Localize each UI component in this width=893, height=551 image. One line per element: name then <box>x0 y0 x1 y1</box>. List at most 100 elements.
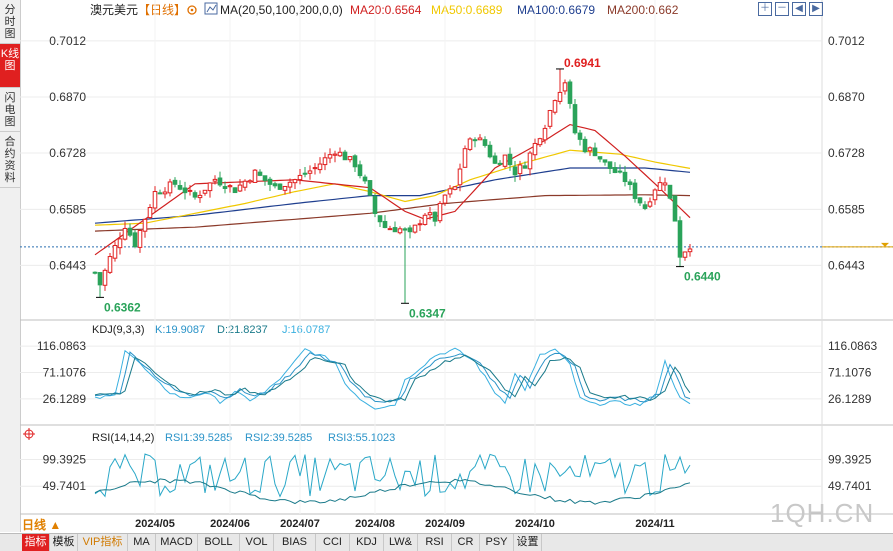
candle[interactable] <box>547 109 553 129</box>
candle[interactable] <box>592 142 598 157</box>
candle[interactable] <box>617 164 623 174</box>
candle[interactable] <box>292 178 298 190</box>
candle[interactable] <box>312 163 318 175</box>
candle[interactable] <box>352 154 358 173</box>
candle[interactable] <box>337 147 343 157</box>
candle[interactable] <box>272 181 278 189</box>
candle[interactable] <box>647 197 653 208</box>
candle[interactable] <box>577 129 583 146</box>
candle[interactable] <box>247 179 253 185</box>
candle[interactable] <box>462 145 468 168</box>
candle[interactable] <box>252 169 258 183</box>
candle[interactable] <box>657 176 663 192</box>
candle[interactable] <box>642 201 648 211</box>
period-dropdown[interactable]: 日线 ▲ <box>22 518 62 532</box>
candle[interactable] <box>227 183 233 193</box>
candle[interactable] <box>117 232 123 255</box>
candle[interactable] <box>262 175 268 186</box>
candle[interactable] <box>332 150 338 163</box>
candle[interactable] <box>667 184 673 200</box>
candle[interactable] <box>437 201 443 224</box>
candle[interactable] <box>567 79 573 109</box>
candle[interactable] <box>652 188 658 205</box>
candle[interactable] <box>222 181 228 194</box>
bottom-tab-13[interactable]: PSY <box>480 534 514 551</box>
candle[interactable] <box>582 136 588 154</box>
candle[interactable] <box>217 171 223 187</box>
candle[interactable] <box>357 160 363 179</box>
candle[interactable] <box>167 178 173 197</box>
zoom-out-icon[interactable]: － <box>775 2 789 16</box>
candle[interactable] <box>587 146 593 156</box>
bottom-tab-6[interactable]: VOL <box>240 534 274 551</box>
candle[interactable] <box>407 225 413 239</box>
candle[interactable] <box>152 186 158 213</box>
candle[interactable] <box>602 159 608 166</box>
candle[interactable] <box>527 150 533 176</box>
candle[interactable] <box>497 160 503 165</box>
candle[interactable] <box>162 187 168 199</box>
candle[interactable] <box>597 156 603 163</box>
candle[interactable] <box>97 272 103 298</box>
candle[interactable] <box>682 251 688 261</box>
candlesticks[interactable] <box>92 68 693 304</box>
candle[interactable] <box>417 219 423 231</box>
candle[interactable] <box>427 207 433 220</box>
bottom-tab-4[interactable]: MACD <box>156 534 198 551</box>
candle[interactable] <box>457 163 463 192</box>
candle[interactable] <box>282 185 288 195</box>
candle[interactable] <box>232 187 238 194</box>
candle[interactable] <box>102 268 108 291</box>
bottom-tab-0[interactable]: 指标 <box>22 534 50 551</box>
chart-canvas[interactable]: 澳元美元 【日线】 MA(20,50,100,200,0,0) MA20:0.6… <box>0 0 893 532</box>
bottom-tab-11[interactable]: RSI <box>418 534 452 551</box>
candle[interactable] <box>242 179 248 191</box>
candle[interactable] <box>107 253 113 275</box>
candle[interactable] <box>622 165 628 187</box>
candle[interactable] <box>467 137 473 152</box>
candle[interactable] <box>612 162 618 174</box>
candle[interactable] <box>392 221 398 233</box>
bottom-tab-3[interactable]: MA <box>128 534 156 551</box>
candle[interactable] <box>477 134 483 141</box>
candle[interactable] <box>157 189 163 195</box>
candle[interactable] <box>562 79 568 95</box>
bottom-tab-7[interactable]: BIAS <box>274 534 316 551</box>
candle[interactable] <box>502 154 508 169</box>
candle[interactable] <box>382 215 388 229</box>
candle[interactable] <box>452 186 458 191</box>
candle[interactable] <box>147 204 153 220</box>
candle[interactable] <box>412 224 418 234</box>
candle[interactable] <box>637 197 643 207</box>
candle[interactable] <box>627 179 633 191</box>
pan-left-icon[interactable]: ◀ <box>792 2 806 16</box>
candle[interactable] <box>137 229 143 253</box>
candle[interactable] <box>447 185 453 198</box>
candle[interactable] <box>177 180 183 191</box>
candle[interactable] <box>532 138 538 160</box>
candle[interactable] <box>377 215 383 227</box>
candle[interactable] <box>127 223 133 238</box>
candle[interactable] <box>302 166 308 178</box>
bottom-tab-2[interactable]: VIP指标 <box>78 534 128 551</box>
candle[interactable] <box>212 175 218 185</box>
candle[interactable] <box>672 195 678 222</box>
candle[interactable] <box>297 169 303 185</box>
candle[interactable] <box>197 190 203 203</box>
candle[interactable] <box>142 218 148 238</box>
candle[interactable] <box>572 99 578 135</box>
settings-gear-icon[interactable] <box>187 5 197 15</box>
candle[interactable] <box>122 221 128 241</box>
candle[interactable] <box>182 181 188 200</box>
candle[interactable] <box>632 179 638 203</box>
candle[interactable] <box>662 177 668 192</box>
bottom-tab-5[interactable]: BOLL <box>198 534 240 551</box>
candle[interactable] <box>522 161 528 169</box>
candle[interactable] <box>317 157 323 174</box>
candle[interactable] <box>172 177 178 188</box>
candle[interactable] <box>487 141 493 159</box>
candle[interactable] <box>192 190 198 200</box>
candle[interactable] <box>342 149 348 161</box>
candle[interactable] <box>512 160 518 182</box>
candle[interactable] <box>687 243 693 257</box>
